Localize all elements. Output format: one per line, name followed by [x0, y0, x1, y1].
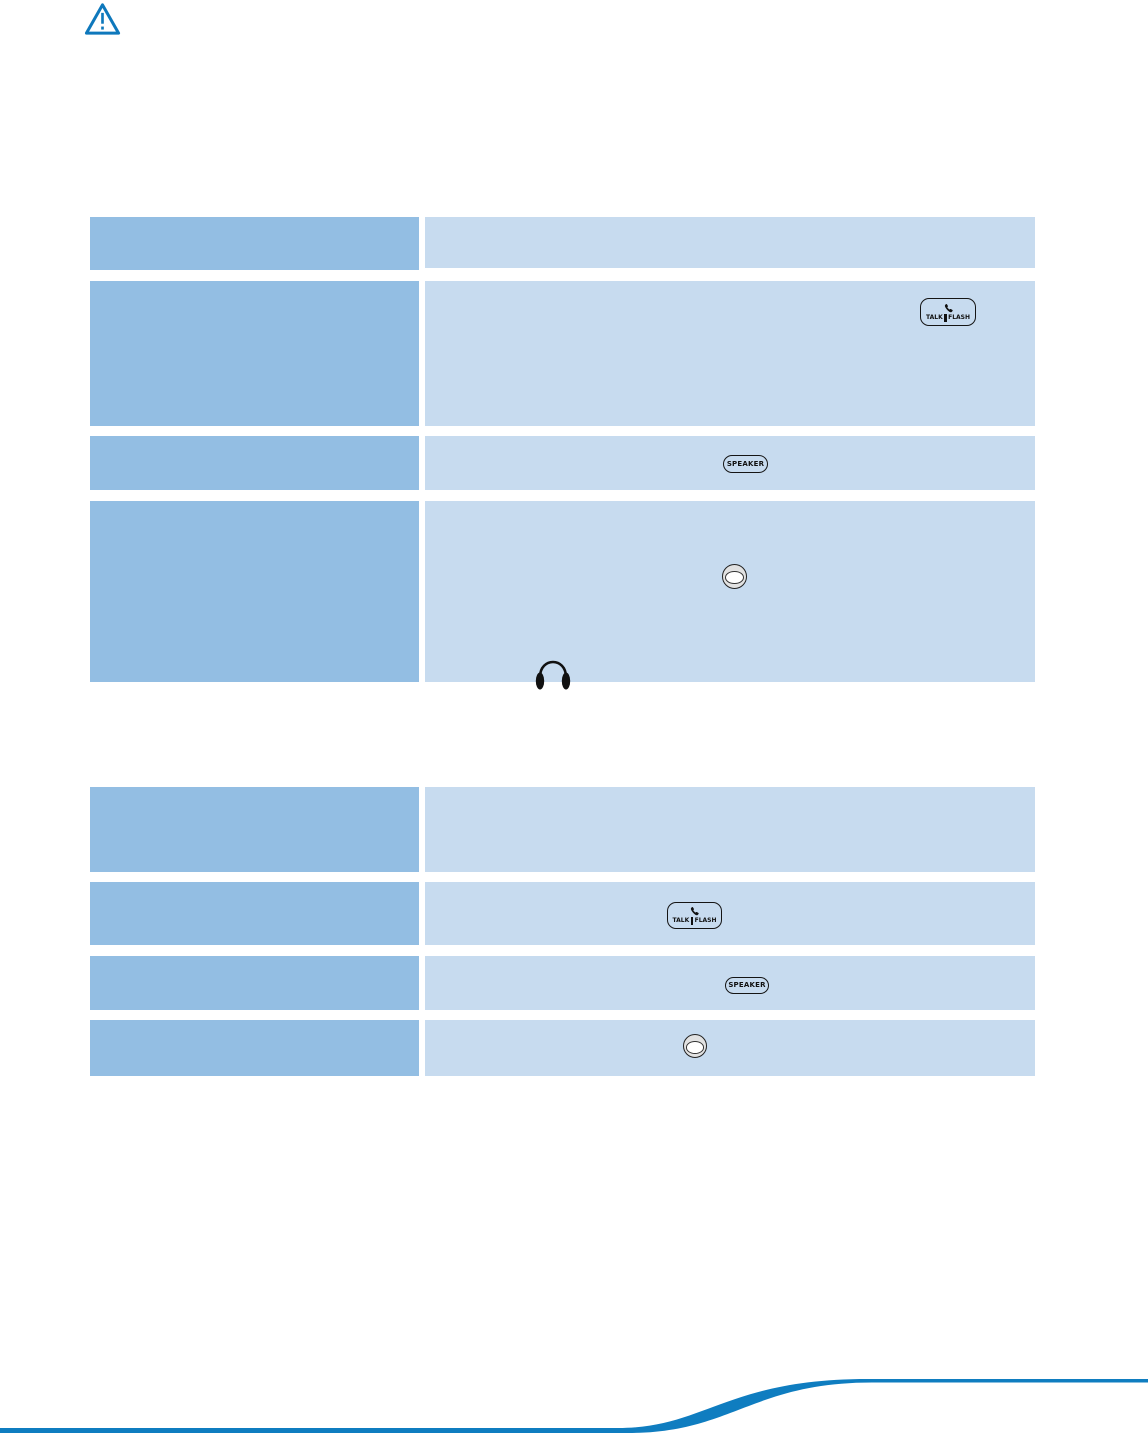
footer-swoosh-decoration — [0, 1379, 1148, 1433]
table1-row1-label-cell — [90, 217, 419, 270]
speaker-label: SPEAKER — [728, 981, 766, 989]
talk-flash-button: TALK FLASH — [920, 298, 976, 326]
table1-row1-body-cell — [425, 217, 1035, 268]
phone-handset-icon — [944, 303, 953, 312]
volume-oval-button — [683, 1034, 707, 1058]
speaker-label: SPEAKER — [726, 459, 765, 468]
table2-row1-label-cell — [90, 787, 419, 872]
oval-button-face — [686, 1041, 704, 1054]
flash-label: FLASH — [948, 313, 971, 321]
table2-row1-body-cell — [425, 787, 1035, 872]
volume-oval-button — [722, 564, 747, 589]
table1-row3-label-cell — [90, 436, 419, 490]
speaker-button: SPEAKER — [723, 455, 768, 473]
table2-row2-label-cell — [90, 882, 419, 945]
table1-row2-label-cell — [90, 281, 419, 426]
table2-row4-label-cell — [90, 1020, 419, 1076]
table2-row4-body-cell — [425, 1020, 1035, 1076]
table1-row2-body-cell — [425, 281, 1035, 426]
talk-label: TALK — [672, 917, 690, 924]
speaker-button: SPEAKER — [725, 977, 769, 994]
warning-triangle-icon — [84, 3, 121, 35]
table1-row4-body-cell — [425, 501, 1035, 682]
headset-icon — [535, 660, 571, 690]
talk-flash-divider-icon — [944, 313, 947, 322]
oval-button-face — [725, 571, 744, 585]
table2-row3-label-cell — [90, 956, 419, 1010]
talk-flash-button: TALK FLASH — [667, 902, 722, 929]
flash-label: FLASH — [694, 917, 717, 924]
talk-flash-caption: TALK FLASH — [672, 917, 717, 925]
phone-handset-icon — [690, 907, 699, 916]
talk-flash-caption: TALK FLASH — [925, 313, 971, 322]
talk-label: TALK — [925, 313, 943, 321]
talk-flash-divider-icon — [690, 917, 694, 925]
table2-row2-body-cell — [425, 882, 1035, 945]
table1-row4-label-cell — [90, 501, 419, 682]
